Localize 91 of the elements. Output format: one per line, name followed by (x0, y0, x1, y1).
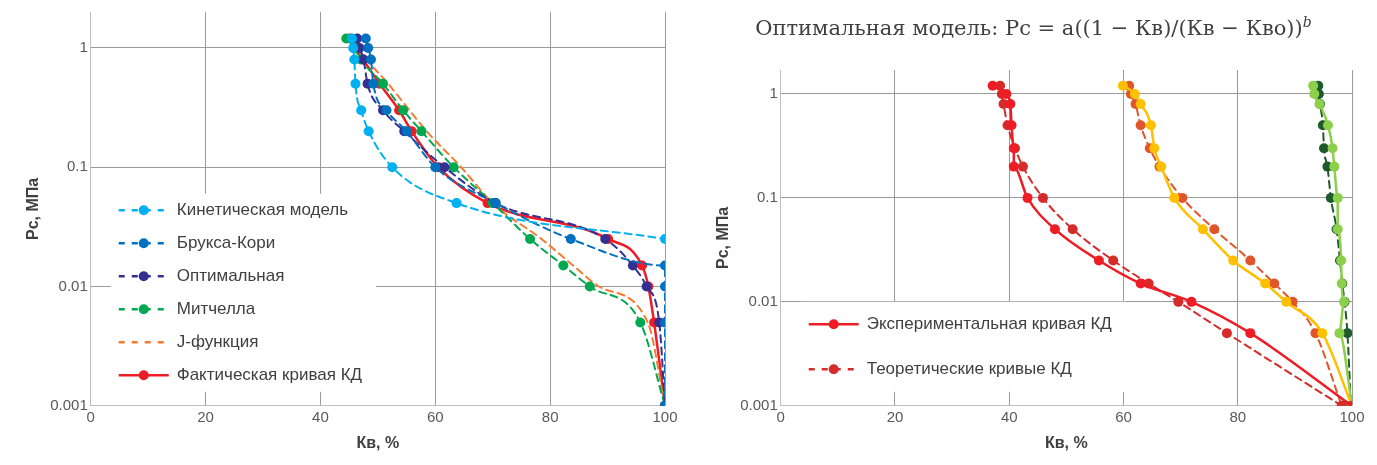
y-tick-label: 0.001 (50, 395, 88, 413)
x-axis-title: Кв, % (1045, 433, 1088, 451)
x-tick-label: 80 (541, 407, 559, 425)
point (1329, 161, 1340, 172)
y-tick-label: 1 (79, 38, 88, 56)
legend-label: Фактическая кривая КД (176, 364, 363, 384)
x-tick-label: 60 (1115, 407, 1132, 425)
x-tick-label: 100 (652, 407, 678, 425)
point (1281, 296, 1292, 307)
point (1108, 255, 1119, 266)
point (1317, 328, 1328, 339)
point (1149, 143, 1160, 154)
point (1008, 161, 1019, 172)
legend-label: Кинетическая модель (176, 199, 349, 219)
point (451, 198, 462, 209)
legend-label: Митчелла (176, 298, 256, 318)
point (1245, 255, 1256, 266)
point (356, 105, 367, 116)
point (448, 162, 459, 173)
point (1135, 120, 1146, 131)
point (1221, 328, 1232, 339)
y-tick-label: 0.001 (740, 395, 778, 413)
point (1309, 88, 1320, 99)
point (398, 105, 409, 116)
point (1332, 192, 1343, 203)
point (1067, 224, 1078, 235)
point (1001, 88, 1012, 99)
y-tick-label: 0.1 (756, 188, 778, 206)
point (1022, 192, 1033, 203)
x-tick-label: 0 (86, 407, 95, 425)
point (1129, 88, 1140, 99)
y-tick-label: 0.01 (748, 291, 778, 309)
point (1186, 296, 1197, 307)
x-axis-title: Кв, % (356, 433, 400, 451)
legend-label: Теоретические кривые КД (866, 358, 1073, 378)
legend-label: Брукса-Кори (176, 232, 276, 252)
x-tick-label: 40 (312, 407, 329, 425)
y-axis-title: Рс, МПа (714, 206, 732, 269)
point (1117, 80, 1128, 91)
y-tick-label: 0.01 (58, 276, 88, 294)
point (1269, 278, 1280, 289)
point (1135, 99, 1146, 110)
point (349, 54, 360, 65)
legend-label: Оптимальная (176, 265, 285, 285)
point (365, 54, 376, 65)
point (1334, 328, 1345, 339)
legend-label: Экспериментальная кривая КД (866, 313, 1113, 333)
point (1319, 143, 1330, 154)
x-tick-label: 100 (1339, 407, 1365, 425)
point (558, 260, 569, 271)
point (360, 33, 371, 44)
point (1037, 192, 1048, 203)
x-tick-label: 20 (197, 407, 214, 425)
y-tick-label: 0.1 (66, 157, 88, 175)
point (525, 234, 536, 245)
point (1006, 120, 1017, 131)
point (439, 162, 450, 173)
point (416, 126, 427, 137)
point (368, 78, 379, 89)
point (387, 162, 398, 173)
x-tick-label: 60 (426, 407, 444, 425)
point (1197, 224, 1208, 235)
point (1228, 255, 1239, 266)
point (1327, 143, 1338, 154)
point (1323, 120, 1334, 131)
point (1005, 99, 1016, 110)
point (1145, 120, 1156, 131)
point (363, 42, 374, 53)
point (635, 317, 646, 328)
point (1135, 278, 1146, 289)
point (584, 281, 595, 292)
x-tick-label: 40 (1000, 407, 1018, 425)
y-axis-title: Рс, МПа (24, 177, 42, 240)
point (1049, 224, 1060, 235)
point (1209, 224, 1220, 235)
point (363, 126, 374, 137)
legend-label: J-функция (176, 331, 259, 351)
y-tick-label: 1 (769, 84, 778, 102)
point (565, 234, 576, 245)
point (1169, 192, 1180, 203)
point (1260, 278, 1271, 289)
point (1017, 161, 1028, 172)
point (1245, 328, 1256, 339)
x-tick-label: 0 (776, 407, 785, 425)
point (378, 78, 389, 89)
point (350, 78, 361, 89)
x-tick-label: 20 (886, 407, 904, 425)
point (1093, 255, 1104, 266)
chart-title: Оптимальная модель: Рс = a((1 − Кв)/(Кв − Кво))$^{b}$ (754, 14, 1313, 40)
x-tick-label: 80 (1229, 407, 1247, 425)
point (987, 80, 998, 91)
